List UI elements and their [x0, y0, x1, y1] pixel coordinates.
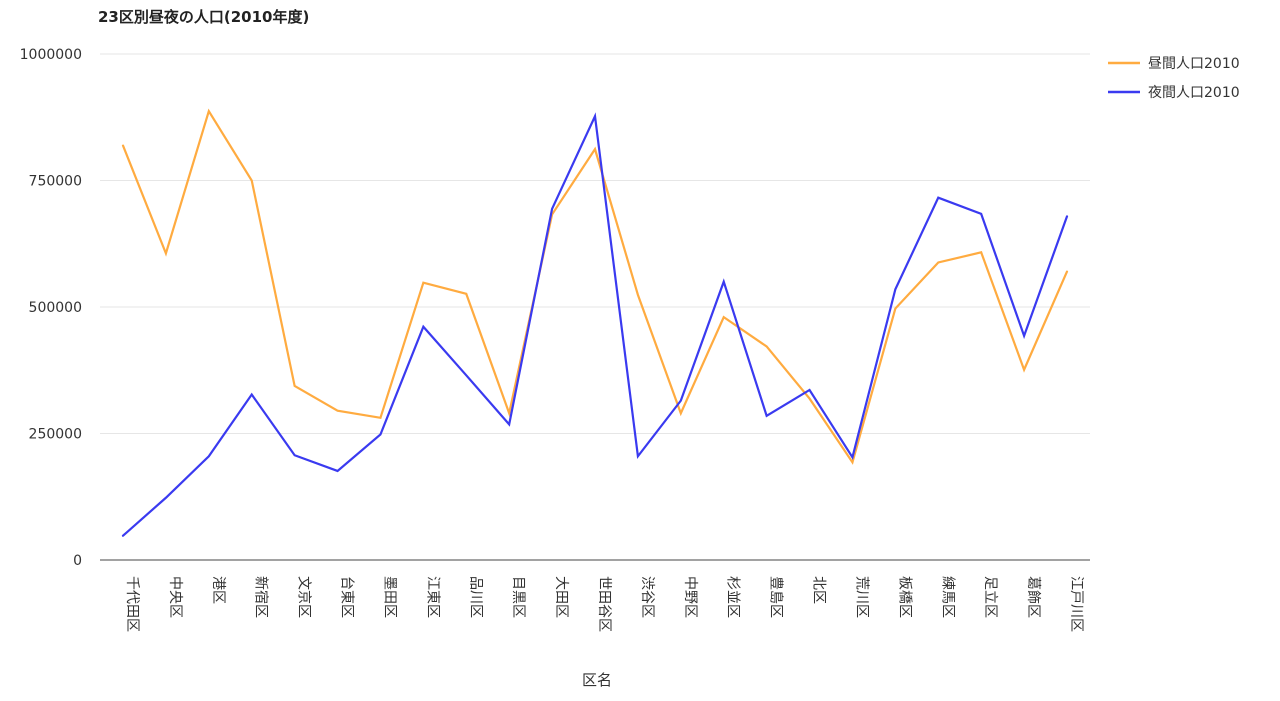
x-tick-label: 江東区	[424, 576, 440, 618]
series-layer	[121, 108, 1069, 537]
x-tick-label: 目黒区	[510, 576, 526, 618]
x-axis-label: 区名	[582, 671, 612, 689]
x-tick-label: 足立区	[982, 576, 998, 618]
y-tick-label: 1000000	[20, 47, 82, 63]
y-tick-label: 750000	[29, 174, 82, 190]
x-tick-label: 墨田区	[381, 576, 397, 618]
x-tick-label: 大田区	[553, 576, 569, 618]
x-tick-label: 葛飾区	[1025, 576, 1041, 618]
x-tick-label: 杉並区	[725, 576, 741, 618]
x-tick-label: 品川区	[467, 576, 483, 618]
y-tick-label: 250000	[29, 427, 82, 443]
x-tick-label: 荒川区	[853, 576, 869, 618]
x-tick-label: 中野区	[682, 576, 698, 618]
x-tick-label: 板橋区	[896, 576, 912, 618]
x-axis-ticks: 千代田区 中央区 港区 新宿区 文京区 台東区 墨田区 江東区 品川区 目黒区 大田区 世田谷区 渋谷区…	[124, 576, 1084, 632]
series-line-2	[121, 112, 1069, 537]
legend: 昼間人口2010 夜間人口2010	[1108, 56, 1240, 101]
x-tick-label: 北区	[811, 576, 827, 604]
legend-label-2: 夜間人口2010	[1148, 85, 1240, 101]
y-axis-ticks: 0 250000 500000 750000 1000000	[20, 47, 82, 569]
legend-label-1: 昼間人口2010	[1148, 56, 1240, 72]
x-tick-label: 港区	[210, 576, 226, 604]
y-tick-label: 0	[73, 553, 82, 569]
x-tick-label: 中央区	[167, 576, 183, 618]
chart-title: 23区別昼夜の人口(2010年度)	[98, 8, 309, 26]
x-tick-label: 練馬区	[939, 576, 955, 618]
y-tick-label: 500000	[29, 300, 82, 316]
grid-layer	[100, 53, 1090, 561]
x-tick-label: 豊島区	[768, 576, 784, 618]
series-line-1	[121, 108, 1069, 465]
x-tick-label: 千代田区	[124, 576, 140, 632]
x-tick-label: 新宿区	[253, 576, 270, 618]
x-tick-label: 江戸川区	[1068, 576, 1084, 632]
x-tick-label: 世田谷区	[596, 576, 612, 632]
x-tick-label: 文京区	[296, 576, 312, 618]
x-tick-label: 台東区	[339, 576, 355, 618]
x-tick-label: 渋谷区	[639, 576, 655, 618]
